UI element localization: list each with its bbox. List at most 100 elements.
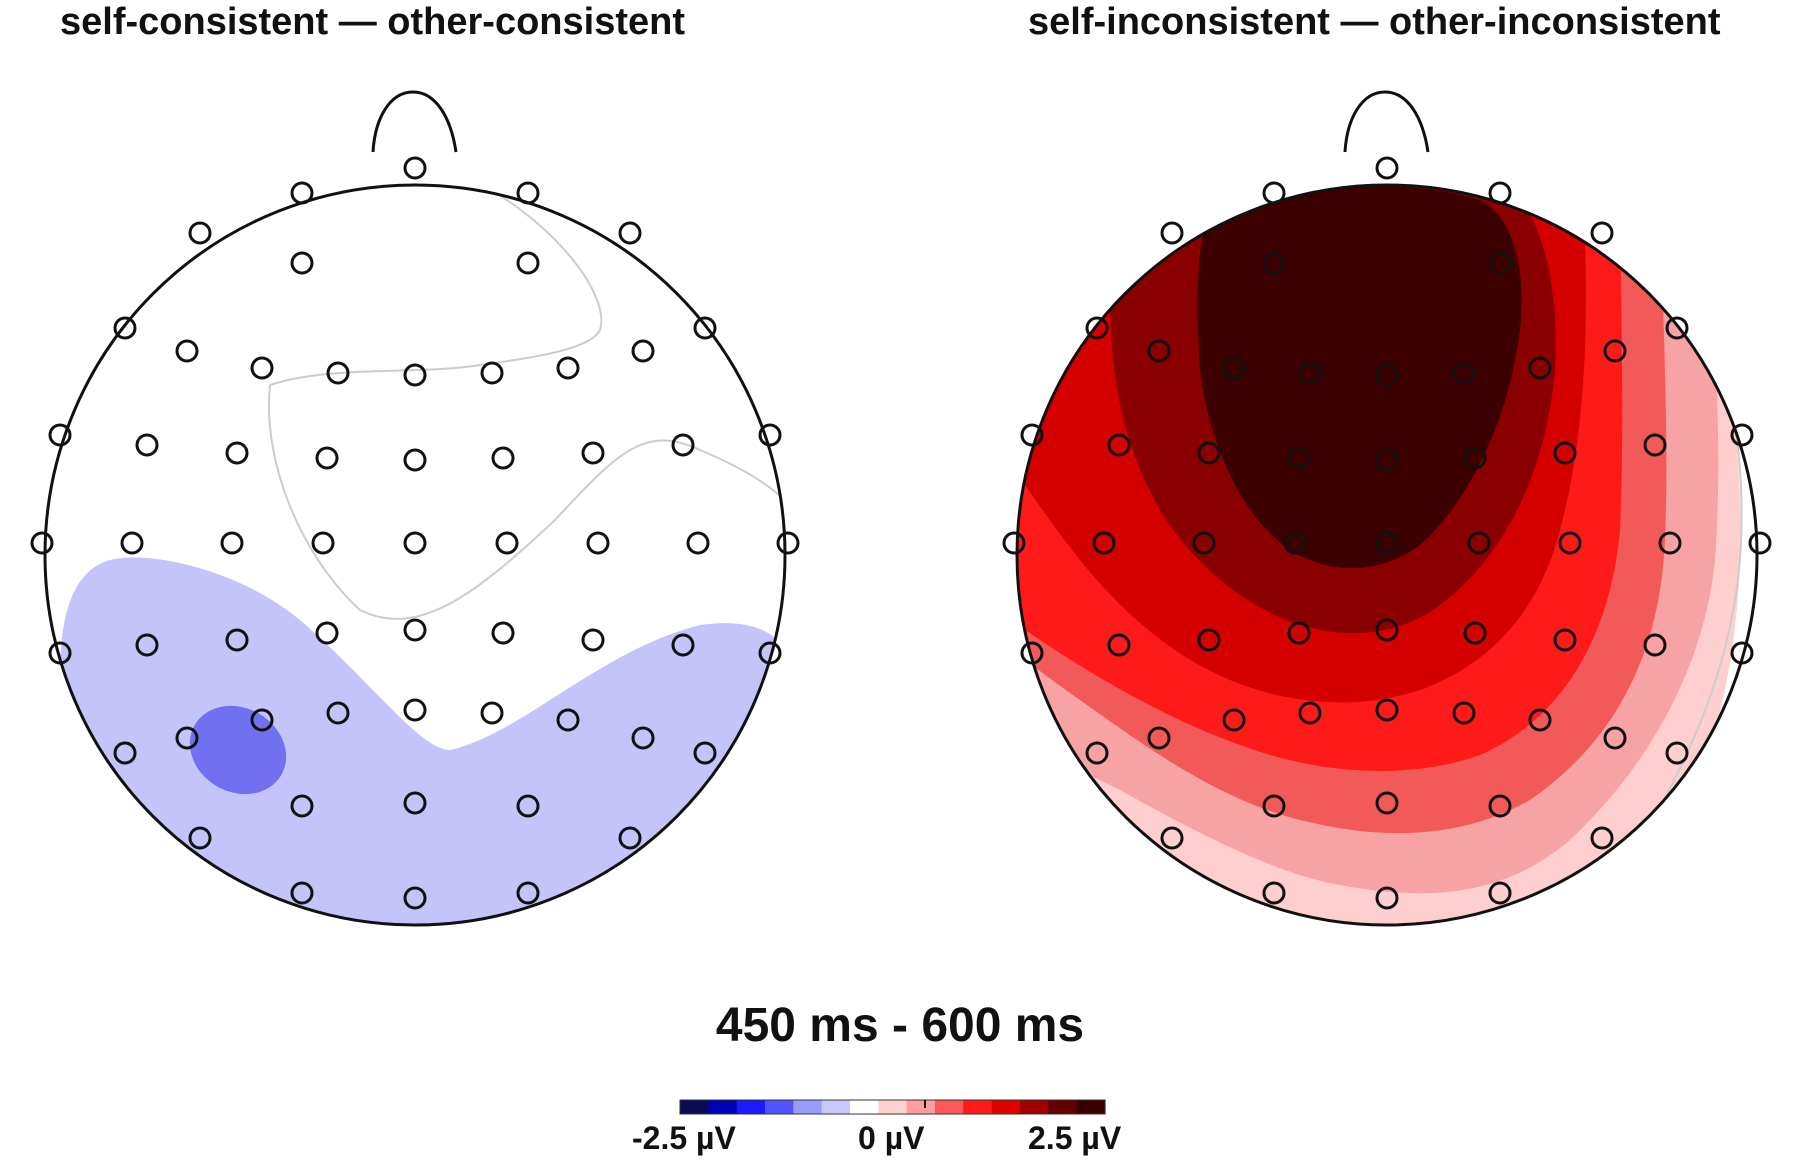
left-electrode [220,531,244,555]
right-electrode [1147,726,1171,750]
right-electrode [1160,221,1184,245]
right-electrode [1665,741,1689,765]
left-electrode [225,628,249,652]
right-electrode [1375,618,1399,642]
right-electrode [1375,156,1399,180]
right-electrode [1463,446,1487,470]
right-electrode [1197,628,1221,652]
right-electrode [1002,531,1026,555]
right-electrode [1643,633,1667,657]
left-electrode [758,423,782,447]
left-electrode [403,531,427,555]
left-electrode [250,708,274,732]
right-negative-sliver [1751,683,1757,727]
right-electrode [1730,423,1754,447]
right-electrode [1488,181,1512,205]
colorbar-max-label: 2.5 µV [1028,1120,1122,1156]
right-electrode [1222,708,1246,732]
colorbar-segment [736,1100,766,1114]
right-electrode [1463,621,1487,645]
left-electrode [250,356,274,380]
left-electrode [516,881,540,905]
right-electrode [1375,531,1399,555]
left-electrode [758,641,782,665]
left-negative-peak [189,705,287,795]
left-electrode [671,433,695,457]
right-electrode-sites [1002,156,1772,910]
right-electrode [1452,701,1476,725]
right-electrode [1262,181,1286,205]
left-electrode [188,221,212,245]
left-electrode [290,881,314,905]
left-electrode [556,356,580,380]
right-electrode [1553,441,1577,465]
right-electrode [1467,531,1491,555]
left-electrode [776,531,800,555]
left-electrode [48,641,72,665]
left-electrode [403,363,427,387]
right-electrode [1375,886,1399,910]
colorbar-segment [906,1100,936,1114]
right-electrode [1553,628,1577,652]
right-electrode [1283,531,1307,555]
left-electrode [618,826,642,850]
left-electrode [516,794,540,818]
left-electrode [403,618,427,642]
left-electrode [175,726,199,750]
left-electrode [581,441,605,465]
right-electrode [1107,433,1131,457]
right-nose-icon [1343,90,1430,153]
right-electrode [1452,361,1476,385]
left-electrode [671,633,695,657]
right-electrode [1590,221,1614,245]
right-electrode [1603,339,1627,363]
colorbar-zero-label: 0 µV [858,1120,925,1156]
left-electrode [315,621,339,645]
left-zero-contour-lower [268,384,785,620]
left-electrode [586,531,610,555]
right-electrode [1287,446,1311,470]
colorbar-segment [708,1100,738,1114]
left-electrode [315,446,339,470]
left-electrode [693,741,717,765]
right-electrode [1748,531,1772,555]
right-electrode [1375,448,1399,472]
colorbar-segment [1048,1100,1078,1114]
right-electrode [1375,791,1399,815]
right-electrode [1590,826,1614,850]
left-electrode [618,221,642,245]
colorbar-min-label: -2.5 µV [632,1120,736,1156]
colorbar-segment [963,1100,993,1114]
colorbar-segment [878,1100,908,1114]
left-electrode [30,531,54,555]
left-electrode [581,628,605,652]
right-electrode [1020,423,1044,447]
left-electrode [113,741,137,765]
right-electrode [1488,251,1512,275]
left-electrode [631,339,655,363]
right-electrode [1287,621,1311,645]
right-electrode [1092,531,1116,555]
left-electrode [556,708,580,732]
time-window-label: 450 ms - 600 ms [715,999,1085,1052]
left-electrode [290,794,314,818]
right-electrode [1488,794,1512,818]
right-electrode [1262,794,1286,818]
left-electrode [135,433,159,457]
right-electrode [1298,361,1322,385]
left-electrode [480,701,504,725]
left-electrode [631,726,655,750]
left-electrode [403,698,427,722]
right-electrode [1085,741,1109,765]
right-electrode [1147,339,1171,363]
left-electrode [693,316,717,340]
right-electrode [1603,726,1627,750]
left-electrode [175,339,199,363]
left-panel-title: self-consistent — other-consistent [60,1,685,43]
left-electrode [135,633,159,657]
right-zero-contour [1639,379,1743,841]
left-topoplot [30,90,800,927]
colorbar-segment [793,1100,823,1114]
left-electrode [491,621,515,645]
right-electrode [1262,881,1286,905]
